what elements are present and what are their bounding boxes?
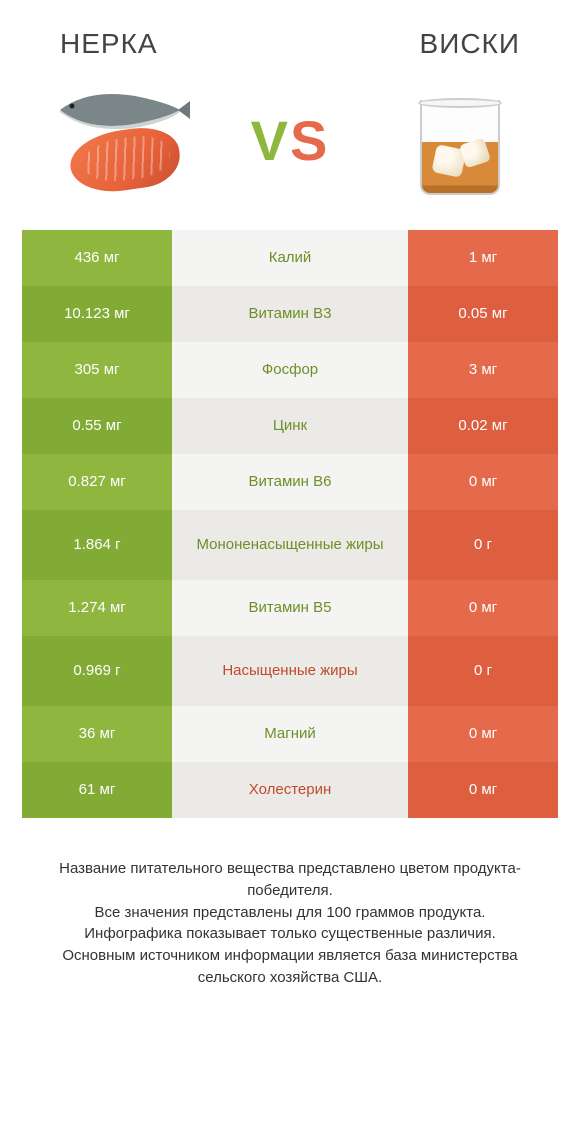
salmon-icon — [40, 80, 200, 200]
right-value: 0 мг — [408, 762, 558, 818]
nutrient-name: Витамин B3 — [172, 286, 408, 342]
left-product-image — [40, 80, 200, 200]
footer-line: Основным источником информации является … — [28, 945, 552, 989]
table-row: 61 мгХолестерин0 мг — [22, 762, 558, 818]
table-row: 1.864 гМононенасыщенные жиры0 г — [22, 510, 558, 580]
right-product-image — [380, 80, 540, 200]
right-value: 3 мг — [408, 342, 558, 398]
nutrient-name: Витамин B6 — [172, 454, 408, 510]
left-value: 10.123 мг — [22, 286, 172, 342]
right-value: 0.02 мг — [408, 398, 558, 454]
left-value: 1.864 г — [22, 510, 172, 580]
vs-row: VS — [0, 70, 580, 230]
nutrient-name: Насыщенные жиры — [172, 636, 408, 706]
nutrient-name: Цинк — [172, 398, 408, 454]
right-product-title: ВИСКИ — [420, 28, 520, 60]
right-value: 0 мг — [408, 706, 558, 762]
table-row: 305 мгФосфор3 мг — [22, 342, 558, 398]
left-value: 305 мг — [22, 342, 172, 398]
left-value: 0.55 мг — [22, 398, 172, 454]
footer-line: Все значения представлены для 100 граммо… — [28, 902, 552, 924]
footer-line: Название питательного вещества представл… — [28, 858, 552, 902]
table-row: 10.123 мгВитамин B30.05 мг — [22, 286, 558, 342]
table-row: 36 мгМагний0 мг — [22, 706, 558, 762]
footer-note: Название питательного вещества представл… — [0, 818, 580, 989]
header: НЕРКА ВИСКИ — [0, 0, 580, 70]
right-value: 0.05 мг — [408, 286, 558, 342]
left-value: 61 мг — [22, 762, 172, 818]
right-value: 0 мг — [408, 580, 558, 636]
left-value: 1.274 мг — [22, 580, 172, 636]
fish-icon — [50, 85, 190, 135]
table-row: 0.827 мгВитамин B60 мг — [22, 454, 558, 510]
whisky-glass-icon — [405, 80, 515, 200]
right-value: 0 мг — [408, 454, 558, 510]
table-row: 0.55 мгЦинк0.02 мг — [22, 398, 558, 454]
table-row: 436 мгКалий1 мг — [22, 230, 558, 286]
right-value: 0 г — [408, 636, 558, 706]
nutrient-name: Фосфор — [172, 342, 408, 398]
left-value: 436 мг — [22, 230, 172, 286]
left-product-title: НЕРКА — [60, 28, 158, 60]
nutrient-name: Мононенасыщенные жиры — [172, 510, 408, 580]
right-value: 1 мг — [408, 230, 558, 286]
nutrient-name: Витамин B5 — [172, 580, 408, 636]
footer-line: Инфографика показывает только существенн… — [28, 923, 552, 945]
left-value: 0.827 мг — [22, 454, 172, 510]
comparison-table: 436 мгКалий1 мг10.123 мгВитамин B30.05 м… — [0, 230, 580, 818]
left-value: 0.969 г — [22, 636, 172, 706]
nutrient-name: Холестерин — [172, 762, 408, 818]
nutrient-name: Магний — [172, 706, 408, 762]
table-row: 1.274 мгВитамин B50 мг — [22, 580, 558, 636]
nutrient-name: Калий — [172, 230, 408, 286]
table-row: 0.969 гНасыщенные жиры0 г — [22, 636, 558, 706]
right-value: 0 г — [408, 510, 558, 580]
left-value: 36 мг — [22, 706, 172, 762]
vs-label: VS — [251, 108, 330, 173]
